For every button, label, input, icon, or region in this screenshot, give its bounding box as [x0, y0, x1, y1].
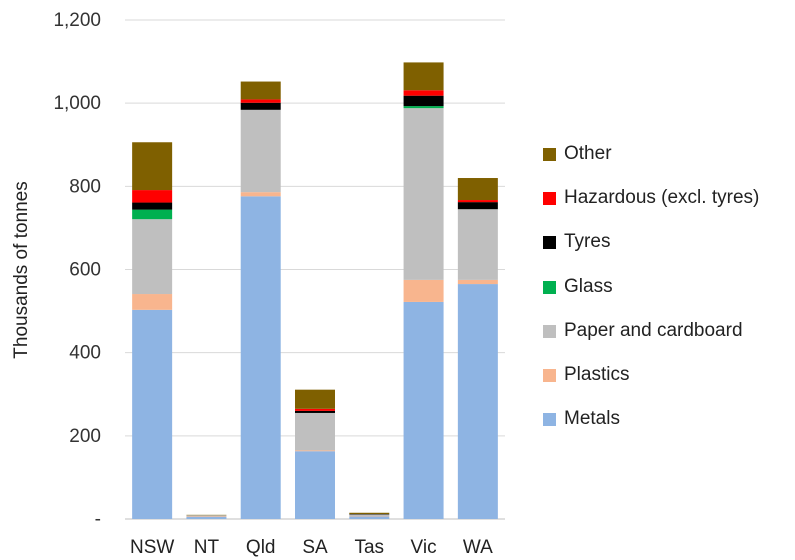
- legend-item: Hazardous (excl. tyres): [543, 185, 795, 229]
- bar-segment-qld-tyres: [240, 102, 281, 110]
- bar-segment-wa-metals: [457, 284, 498, 519]
- legend-swatch: [543, 148, 556, 161]
- x-category-label: NSW: [130, 537, 174, 558]
- bar-segment-nsw-tyres: [132, 202, 173, 210]
- bar-segment-qld-plastics: [240, 192, 281, 197]
- x-category-label: WA: [463, 537, 493, 558]
- bar-segment-tas-metals: [349, 516, 390, 519]
- bar-segment-vic-glass: [403, 106, 444, 109]
- bar-segment-nsw-plastics: [132, 294, 173, 310]
- legend-label: Metals: [564, 408, 620, 430]
- y-tick-label: 600: [69, 260, 101, 281]
- bar-segment-vic-other: [403, 62, 444, 91]
- legend-swatch: [543, 192, 556, 206]
- legend-item: Plastics: [543, 362, 795, 406]
- legend-label: Plastics: [564, 363, 630, 385]
- bar-segment-sa-hazardous-excl-tyres: [295, 408, 335, 411]
- x-category-labels: NSW NT Qld SA Tas Vic WA: [130, 537, 493, 558]
- legend-item: Glass: [543, 274, 795, 318]
- x-category-label: Qld: [246, 537, 276, 558]
- bar-segment-wa-other: [457, 178, 498, 201]
- bar-segment-qld-other: [240, 81, 281, 100]
- gridlines: [125, 19, 505, 520]
- bar-segment-vic-paper-and-cardboard: [403, 108, 444, 280]
- legend-item: Metals: [543, 406, 795, 450]
- bar-segment-wa-paper-and-cardboard: [457, 209, 498, 280]
- legend-item: Paper and cardboard: [543, 318, 795, 362]
- bar-segment-nsw-glass: [132, 209, 173, 220]
- y-tick-label: 400: [69, 343, 101, 364]
- bar-segment-nsw-paper-and-cardboard: [132, 219, 173, 295]
- y-tick-label: 1,000: [53, 93, 101, 114]
- y-tick-labels: - 200 400 600 800 1,000 1,200: [53, 10, 101, 530]
- legend-swatch: [543, 236, 556, 250]
- bar-segment-nsw-hazardous-excl-tyres: [132, 190, 173, 203]
- bar-segment-wa-hazardous-excl-tyres: [457, 200, 498, 203]
- legend-label: Tyres: [564, 231, 611, 253]
- legend-item: Other: [543, 141, 795, 185]
- y-tick-label: 1,200: [53, 10, 101, 31]
- legend-swatch: [543, 413, 556, 427]
- bar-segment-nt-paper-and-cardboard: [186, 515, 227, 517]
- bar-segment-nsw-metals: [132, 309, 173, 519]
- bar-segment-sa-paper-and-cardboard: [295, 412, 335, 451]
- legend-label: Other: [564, 143, 612, 164]
- x-category-label: SA: [302, 537, 328, 558]
- legend-swatch: [543, 368, 556, 382]
- bar-segment-wa-tyres: [457, 202, 498, 210]
- y-axis-title: Thousands of tonnes: [11, 181, 32, 358]
- bar-segment-qld-paper-and-cardboard: [240, 109, 281, 193]
- bar-segment-tas-paper-and-cardboard: [349, 514, 390, 517]
- bar-segment-vic-metals: [403, 301, 444, 519]
- legend-swatch: [543, 280, 556, 294]
- y-tick-label: -: [95, 509, 101, 530]
- legend-label: Hazardous (excl. tyres): [564, 187, 760, 209]
- bar-segment-qld-hazardous-excl-tyres: [240, 99, 281, 103]
- legend-item: Tyres: [543, 229, 795, 273]
- bar-segment-sa-tyres: [295, 410, 335, 413]
- x-category-label: Tas: [354, 537, 384, 558]
- bar-segment-vic-hazardous-excl-tyres: [403, 90, 444, 96]
- y-tick-label: 200: [69, 426, 101, 447]
- bar-segment-tas-other: [349, 512, 390, 515]
- x-category-label: Vic: [411, 537, 437, 558]
- bar-segment-vic-tyres: [403, 95, 444, 107]
- bar-segment-qld-metals: [240, 196, 281, 519]
- legend-label: Paper and cardboard: [564, 319, 743, 341]
- bars: [132, 62, 498, 519]
- y-tick-label: 800: [69, 176, 101, 197]
- chart-legend: Other Hazardous (excl. tyres) Tyres Glass Pa…: [543, 141, 795, 450]
- bar-segment-sa-metals: [295, 451, 335, 519]
- x-category-label: NT: [194, 537, 220, 558]
- bar-segment-nsw-other: [132, 142, 173, 191]
- bar-segment-vic-plastics: [403, 279, 444, 302]
- bar-segment-nt-metals: [186, 516, 227, 519]
- bar-segment-sa-other: [295, 389, 335, 409]
- bar-segment-wa-plastics: [457, 279, 498, 285]
- legend-label: Glass: [564, 275, 613, 297]
- legend-swatch: [543, 324, 556, 338]
- bar-segment-sa-plastics: [295, 450, 335, 452]
